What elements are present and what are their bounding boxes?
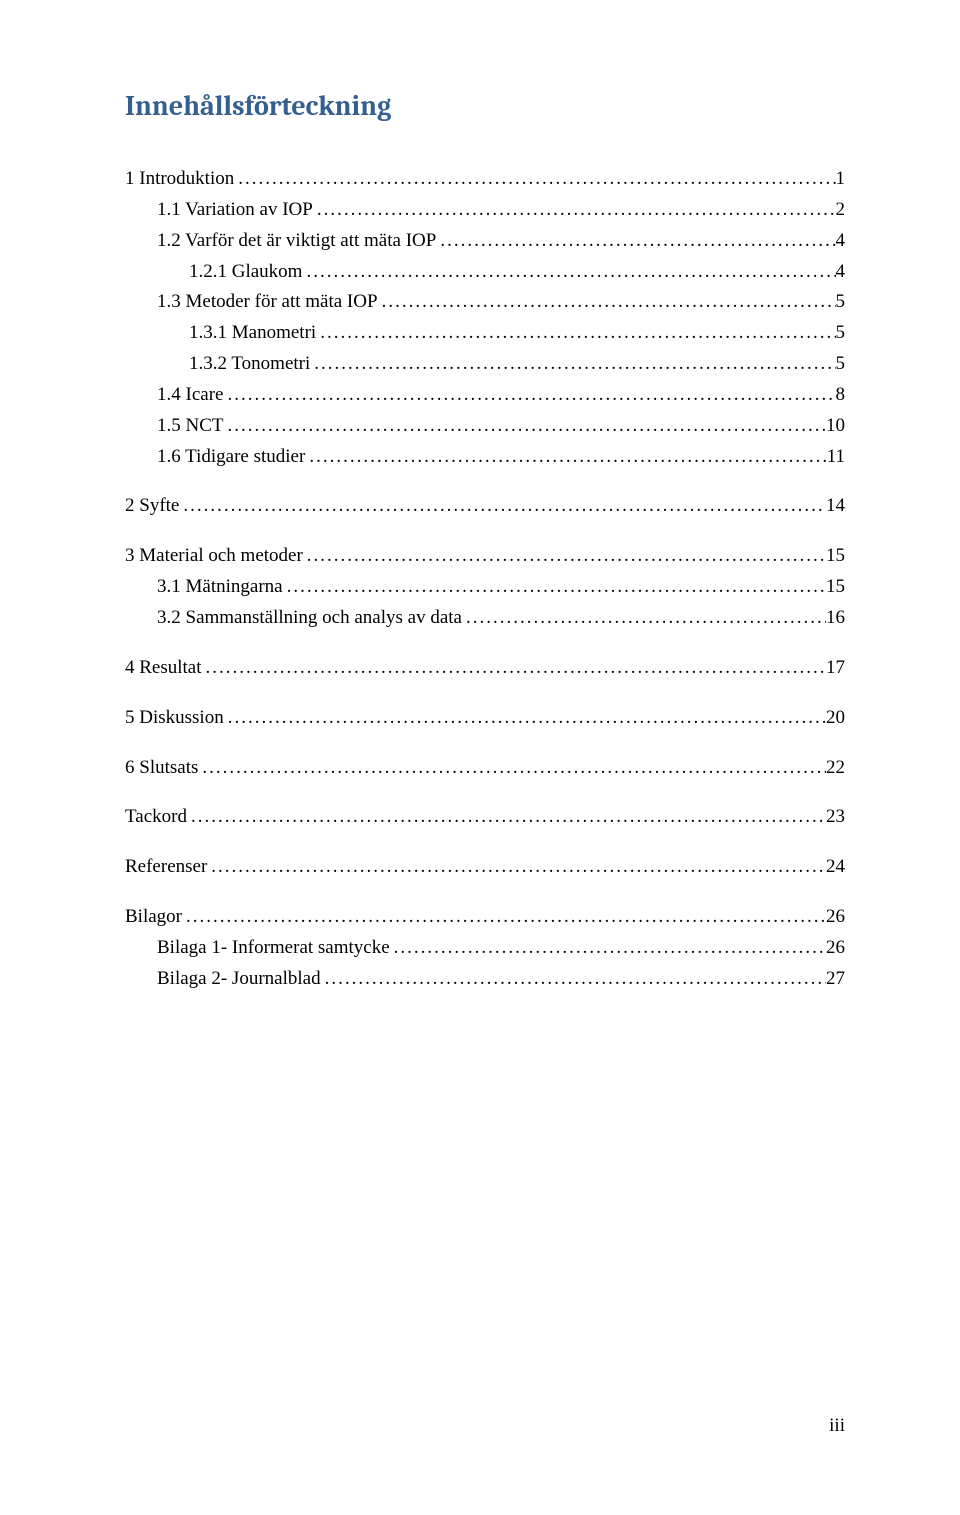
toc-entry-label: 1.6 Tidigare studier — [157, 446, 305, 468]
toc-entry: 3.2 Sammanställning och analys av data 1… — [157, 607, 845, 629]
toc-leader — [187, 806, 826, 828]
toc-leader — [390, 937, 826, 959]
toc-entry-page: 22 — [826, 757, 845, 779]
toc-entry-label: 3.1 Mätningarna — [157, 576, 283, 598]
toc-leader — [224, 707, 826, 729]
toc-leader — [310, 353, 835, 375]
toc-entry-page: 14 — [826, 495, 845, 517]
toc-entry-page: 16 — [826, 607, 845, 629]
toc-entry: 3.1 Mätningarna 15 — [157, 576, 845, 598]
toc-entry-label: 1.2.1 Glaukom — [189, 261, 302, 283]
toc-entry-page: 15 — [826, 576, 845, 598]
toc-leader — [198, 757, 826, 779]
toc-entry: Bilaga 2- Journalblad 27 — [157, 968, 845, 990]
toc-leader — [283, 576, 826, 598]
toc-entry: Bilagor 26 — [125, 906, 845, 928]
toc-entry-page: 20 — [826, 707, 845, 729]
toc-entry-label: Tackord — [125, 806, 187, 828]
toc-entry-label: 1.5 NCT — [157, 415, 224, 437]
toc-entry-page: 10 — [826, 415, 845, 437]
toc-entry-label: 4 Resultat — [125, 657, 202, 679]
toc-leader — [207, 856, 826, 878]
toc-entry: 1.5 NCT 10 — [157, 415, 845, 437]
toc-entry: 1.3.1 Manometri 5 — [189, 322, 845, 344]
toc-entry: Referenser 24 — [125, 856, 845, 878]
toc-leader — [182, 906, 826, 928]
toc-leader — [202, 657, 826, 679]
toc-entry-label: 1.4 Icare — [157, 384, 223, 406]
toc-entry-page: 8 — [836, 384, 846, 406]
toc-entry-label: 5 Diskussion — [125, 707, 224, 729]
toc-entry-label: 1 Introduktion — [125, 168, 234, 190]
toc-entry-label: 1.1 Variation av IOP — [157, 199, 313, 221]
toc-entry-page: 26 — [826, 906, 845, 928]
toc-entry-page: 26 — [826, 937, 845, 959]
toc-leader — [321, 968, 826, 990]
toc-entry-page: 27 — [826, 968, 845, 990]
toc-leader — [316, 322, 835, 344]
toc-entry-page: 17 — [826, 657, 845, 679]
toc-entry: 1 Introduktion 1 — [125, 168, 845, 190]
toc-entry-page: 5 — [836, 353, 846, 375]
toc-entry-page: 4 — [836, 261, 846, 283]
toc-leader — [303, 545, 826, 567]
toc-entry: Bilaga 1- Informerat samtycke 26 — [157, 937, 845, 959]
toc-entry: 1.2.1 Glaukom 4 — [189, 261, 845, 283]
toc-leader — [305, 446, 826, 468]
document-page: Innehållsförteckning 1 Introduktion 1 1.1… — [0, 0, 960, 1515]
footer-page-number: iii — [829, 1415, 845, 1437]
toc-entry-label: Bilaga 1- Informerat samtycke — [157, 937, 390, 959]
toc-leader — [378, 291, 836, 313]
toc-leader — [234, 168, 835, 190]
toc-title: Innehållsförteckning — [125, 90, 845, 122]
toc-entry: 2 Syfte 14 — [125, 495, 845, 517]
toc-entry: 4 Resultat 17 — [125, 657, 845, 679]
toc-entry: Tackord 23 — [125, 806, 845, 828]
toc-leader — [313, 199, 836, 221]
toc-entry-label: Bilagor — [125, 906, 182, 928]
toc-entry-label: Referenser — [125, 856, 207, 878]
toc-entry: 3 Material och metoder 15 — [125, 545, 845, 567]
toc-entry-page: 4 — [836, 230, 846, 252]
toc-entry-label: 3.2 Sammanställning och analys av data — [157, 607, 462, 629]
toc-entry-label: 2 Syfte — [125, 495, 179, 517]
toc-entry-page: 15 — [826, 545, 845, 567]
toc-entry: 1.3 Metoder för att mäta IOP 5 — [157, 291, 845, 313]
toc-entry-page: 1 — [836, 168, 846, 190]
toc-entry-page: 5 — [836, 291, 846, 313]
toc-entry-label: 1.3.2 Tonometri — [189, 353, 310, 375]
toc-entry-label: 1.3 Metoder för att mäta IOP — [157, 291, 378, 313]
toc-entry: 6 Slutsats 22 — [125, 757, 845, 779]
toc-entry-label: Bilaga 2- Journalblad — [157, 968, 321, 990]
toc-leader — [462, 607, 826, 629]
toc-entry: 1.4 Icare 8 — [157, 384, 845, 406]
toc-list: 1 Introduktion 11.1 Variation av IOP 21.… — [125, 168, 845, 990]
toc-entry-page: 5 — [836, 322, 846, 344]
toc-entry-page: 24 — [826, 856, 845, 878]
toc-entry-page: 23 — [826, 806, 845, 828]
toc-entry-page: 11 — [827, 446, 845, 468]
toc-leader — [436, 230, 835, 252]
toc-entry-label: 3 Material och metoder — [125, 545, 303, 567]
toc-leader — [302, 261, 835, 283]
toc-entry: 1.2 Varför det är viktigt att mäta IOP 4 — [157, 230, 845, 252]
toc-leader — [224, 415, 827, 437]
toc-leader — [223, 384, 835, 406]
toc-entry-label: 1.3.1 Manometri — [189, 322, 316, 344]
toc-leader — [179, 495, 826, 517]
toc-entry: 1.1 Variation av IOP 2 — [157, 199, 845, 221]
toc-entry-page: 2 — [836, 199, 846, 221]
toc-entry-label: 1.2 Varför det är viktigt att mäta IOP — [157, 230, 436, 252]
toc-entry: 5 Diskussion 20 — [125, 707, 845, 729]
toc-entry: 1.6 Tidigare studier 11 — [157, 446, 845, 468]
toc-entry: 1.3.2 Tonometri 5 — [189, 353, 845, 375]
toc-entry-label: 6 Slutsats — [125, 757, 198, 779]
